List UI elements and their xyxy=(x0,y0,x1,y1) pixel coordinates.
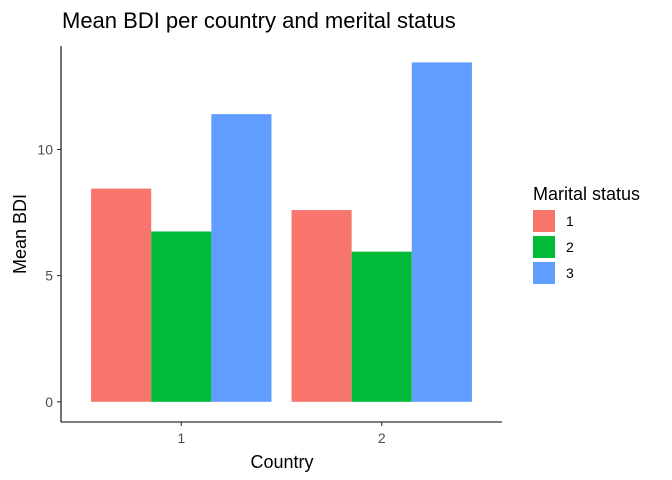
legend-key-1 xyxy=(533,210,555,232)
y-tick-label: 10 xyxy=(37,141,53,157)
legend-key-3 xyxy=(533,262,555,284)
legend-label-1: 1 xyxy=(566,213,574,229)
legend: Marital status 1 2 3 xyxy=(533,184,640,284)
x-tick-label: 2 xyxy=(378,430,386,446)
legend-label-3: 3 xyxy=(566,265,574,281)
bar-country-2-status-1 xyxy=(291,210,352,402)
legend-label-2: 2 xyxy=(566,239,574,255)
y-tick-label: 0 xyxy=(45,394,53,410)
bar-country-1-status-3 xyxy=(211,114,272,402)
x-axis-title: Country xyxy=(250,452,313,472)
bar-country-2-status-2 xyxy=(351,251,412,402)
x-tick-label: 1 xyxy=(177,430,185,446)
y-axis-ticks: 0 5 10 xyxy=(37,141,61,410)
y-tick-label: 5 xyxy=(45,268,53,284)
legend-title: Marital status xyxy=(533,184,640,204)
bar-country-1-status-2 xyxy=(151,231,212,402)
bar-country-1-status-1 xyxy=(91,188,152,402)
plot-area xyxy=(91,62,472,402)
bar-country-2-status-3 xyxy=(411,62,472,402)
chart-title: Mean BDI per country and merital status xyxy=(62,8,456,33)
legend-key-2 xyxy=(533,236,555,258)
y-axis-title: Mean BDI xyxy=(10,194,30,274)
